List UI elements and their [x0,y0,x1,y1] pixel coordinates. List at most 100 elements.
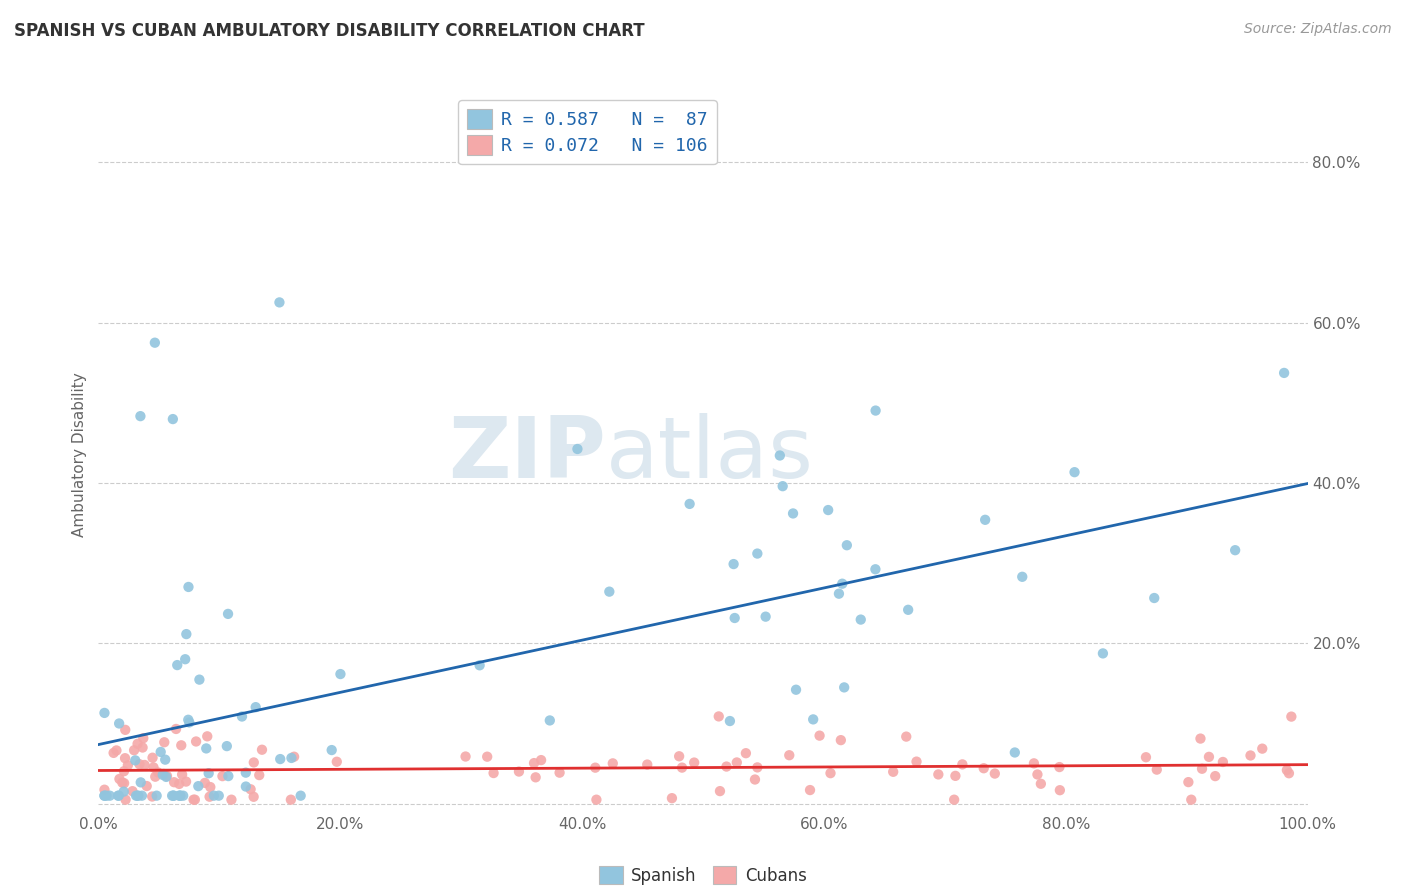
Point [245,700,267,714]
Point [1011,570,1033,584]
Point [129,409,152,424]
Point [1223,543,1246,558]
Point [98,789,121,803]
Point [524,770,547,784]
Point [167,777,190,791]
Point [973,761,995,775]
Point [105,743,128,757]
Point [172,789,194,803]
Point [1275,763,1298,777]
Point [927,767,949,781]
Point [188,673,211,687]
Point [269,295,291,310]
Point [166,658,188,673]
Point [195,729,218,743]
Point [152,768,174,782]
Point [131,789,153,803]
Point [143,335,166,350]
Point [849,613,872,627]
Point [163,789,186,803]
Point [671,761,693,775]
Point [142,760,165,774]
Point [1143,591,1166,605]
Point [831,576,853,591]
Point [1279,709,1302,723]
Point [1180,793,1202,807]
Point [202,789,225,803]
Point [817,503,839,517]
Point [718,714,741,728]
Point [242,789,264,804]
Point [661,791,683,805]
Point [215,739,238,753]
Point [114,751,136,765]
Text: Source: ZipAtlas.com: Source: ZipAtlas.com [1244,22,1392,37]
Point [508,764,530,779]
Point [747,760,769,774]
Point [163,775,186,789]
Point [1189,731,1212,746]
Point [585,793,607,807]
Point [835,538,858,552]
Point [820,766,842,780]
Point [723,557,745,571]
Point [782,507,804,521]
Point [747,547,769,561]
Point [1135,750,1157,764]
Point [107,789,129,803]
Point [125,789,148,803]
Point [129,775,152,789]
Point [145,789,167,803]
Point [482,766,505,780]
Point [1251,741,1274,756]
Point [194,776,217,790]
Point [801,712,824,726]
Point [211,769,233,783]
Point [905,755,928,769]
Point [602,756,624,771]
Point [112,776,135,790]
Point [1191,762,1213,776]
Point [744,772,766,787]
Point [830,733,852,747]
Point [235,780,257,794]
Point [124,753,146,767]
Point [177,713,200,727]
Point [974,513,997,527]
Point [112,764,135,779]
Point [269,752,291,766]
Point [896,730,918,744]
Point [290,789,312,803]
Point [172,767,194,781]
Point [107,789,129,803]
Point [678,497,700,511]
Point [636,757,658,772]
Point [162,412,184,426]
Point [1091,647,1114,661]
Point [778,748,800,763]
Point [865,403,887,417]
Point [724,611,747,625]
Point [239,782,262,797]
Point [329,667,352,681]
Point [1047,760,1070,774]
Point [772,479,794,493]
Point [128,757,150,772]
Point [108,716,131,731]
Point [152,767,174,781]
Point [183,793,205,807]
Point [149,745,172,759]
Point [882,764,904,779]
Point [221,793,243,807]
Point [200,780,222,794]
Point [146,765,169,780]
Point [177,580,200,594]
Point [134,758,156,772]
Point [122,743,145,757]
Point [321,743,343,757]
Point [1198,749,1220,764]
Point [195,741,218,756]
Point [725,756,748,770]
Point [198,789,221,804]
Point [808,729,831,743]
